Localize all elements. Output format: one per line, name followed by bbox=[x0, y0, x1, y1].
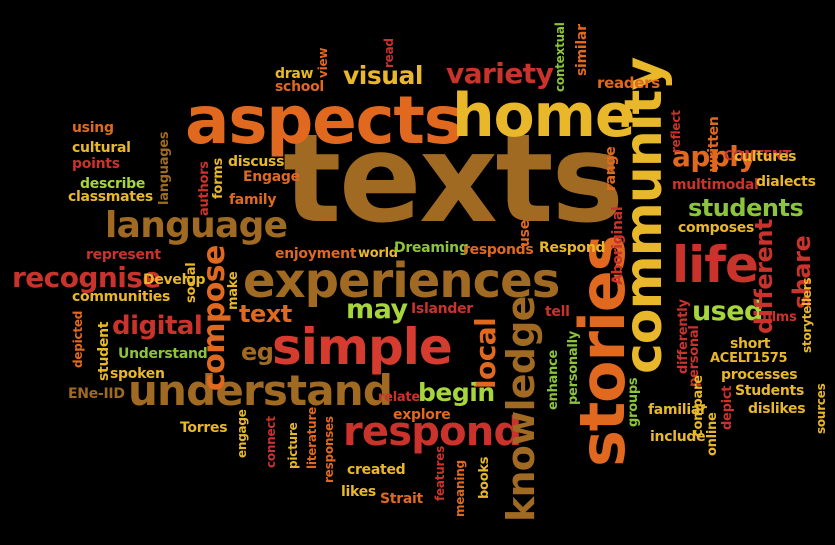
word-likes: likes bbox=[341, 484, 376, 500]
word-cultural: cultural bbox=[72, 140, 131, 156]
word-multimodal: multimodal bbox=[672, 177, 759, 193]
word-books: books bbox=[477, 456, 492, 499]
word-islander: Islander bbox=[411, 301, 473, 317]
word-points: points bbox=[72, 156, 120, 172]
word-strait: Strait bbox=[380, 491, 423, 507]
word-world: world bbox=[358, 246, 398, 261]
word-represent: represent bbox=[86, 247, 161, 263]
word-content: CONTENT bbox=[724, 149, 792, 164]
word-life: life bbox=[672, 236, 759, 294]
word-engage: Engage bbox=[243, 169, 300, 185]
word-personally: personally bbox=[566, 330, 581, 405]
word-reflect: reflect bbox=[669, 110, 683, 153]
word-literature: literature bbox=[305, 406, 319, 469]
word-describe: describe bbox=[80, 176, 146, 192]
word-discuss: discuss bbox=[228, 154, 285, 170]
word-responds: responds bbox=[463, 242, 534, 258]
word-forms: forms bbox=[211, 158, 226, 199]
word-acelt1575: ACELT1575 bbox=[710, 351, 788, 366]
word-students: Students bbox=[735, 383, 805, 399]
word-aboriginal: Aboriginal bbox=[610, 206, 626, 285]
word-films: films bbox=[762, 310, 797, 325]
word-ene-iid: ENe-IID bbox=[68, 386, 125, 402]
word-relate: relate bbox=[378, 390, 420, 405]
word-student: student bbox=[96, 321, 112, 381]
word-family: family bbox=[229, 192, 277, 208]
word-enjoyment: enjoyment bbox=[275, 246, 357, 262]
word-include: include bbox=[650, 429, 706, 445]
word-visual: visual bbox=[343, 61, 423, 90]
word-digital: digital bbox=[112, 311, 203, 341]
word-eg: eg bbox=[241, 338, 274, 366]
word-groups: groups bbox=[626, 377, 641, 427]
word-respond: Respond bbox=[539, 240, 606, 256]
word-develop: Develop bbox=[143, 272, 206, 288]
word-used: used bbox=[692, 296, 763, 327]
word-torres: Torres bbox=[180, 420, 228, 436]
word-familiar: familiar bbox=[648, 402, 707, 418]
word-school: school bbox=[275, 79, 324, 95]
word-dialects: dialects bbox=[756, 174, 816, 190]
word-tell: tell bbox=[545, 304, 570, 320]
word-engage: engage bbox=[235, 409, 249, 458]
word-picture: picture bbox=[286, 422, 300, 469]
word-enhance: enhance bbox=[546, 349, 561, 410]
word-online: online bbox=[705, 412, 720, 456]
word-created: created bbox=[347, 462, 406, 478]
word-features: features bbox=[433, 445, 447, 501]
word-authors: authors bbox=[197, 161, 212, 216]
word-written: written bbox=[706, 116, 722, 172]
word-classmates: classmates bbox=[68, 189, 153, 205]
word-simple: simple bbox=[272, 318, 453, 376]
word-make: make bbox=[226, 271, 241, 310]
word-explore: explore bbox=[393, 407, 451, 423]
word-communities: communities bbox=[72, 289, 171, 305]
word-dislikes: dislikes bbox=[748, 401, 806, 417]
word-aspects: aspects bbox=[185, 82, 463, 159]
word-texts: texts bbox=[283, 108, 624, 250]
word-storytellers: storytellers bbox=[800, 277, 814, 353]
word-view: view bbox=[316, 47, 330, 78]
word-compare: compare bbox=[691, 375, 706, 437]
word-begin: begin bbox=[418, 378, 495, 407]
word-may: may bbox=[346, 294, 408, 325]
word-respond: respond bbox=[343, 409, 522, 455]
word-meaning: meaning bbox=[453, 460, 467, 517]
word-read: read bbox=[382, 38, 396, 68]
word-languages: languages bbox=[157, 131, 172, 205]
word-language: language bbox=[105, 205, 288, 246]
word-experiences: experiences bbox=[243, 253, 560, 309]
word-short: short bbox=[730, 336, 771, 352]
word-home: home bbox=[452, 81, 636, 151]
word-variety: variety bbox=[446, 57, 554, 90]
word-readers: readers bbox=[597, 74, 660, 92]
word-sources: sources bbox=[814, 383, 828, 434]
word-understand: Understand bbox=[118, 346, 208, 362]
word-recognise: recognise bbox=[12, 261, 161, 294]
word-composes: composes bbox=[678, 220, 755, 236]
word-responses: responses bbox=[322, 416, 336, 483]
word-cultures: cultures bbox=[734, 149, 797, 165]
word-text: text bbox=[239, 300, 292, 328]
word-apply: apply bbox=[672, 140, 757, 173]
word-students: students bbox=[688, 194, 804, 222]
word-similar: similar bbox=[574, 24, 590, 76]
word-connect: connect bbox=[264, 416, 278, 468]
word-dreaming: Dreaming bbox=[394, 240, 469, 256]
word-range: range bbox=[603, 146, 619, 191]
word-compose: compose bbox=[197, 245, 232, 391]
word-depict: depict bbox=[720, 385, 735, 430]
word-understand: understand bbox=[128, 366, 393, 415]
word-using: using bbox=[72, 120, 114, 136]
word-processes: processes bbox=[721, 367, 798, 383]
word-spoken: spoken bbox=[110, 366, 165, 382]
word-contextual: contextual bbox=[553, 22, 567, 92]
word-knowledge: knowledge bbox=[499, 296, 543, 522]
word-depicted: depicted bbox=[71, 310, 85, 368]
word-draw: draw bbox=[275, 66, 314, 82]
